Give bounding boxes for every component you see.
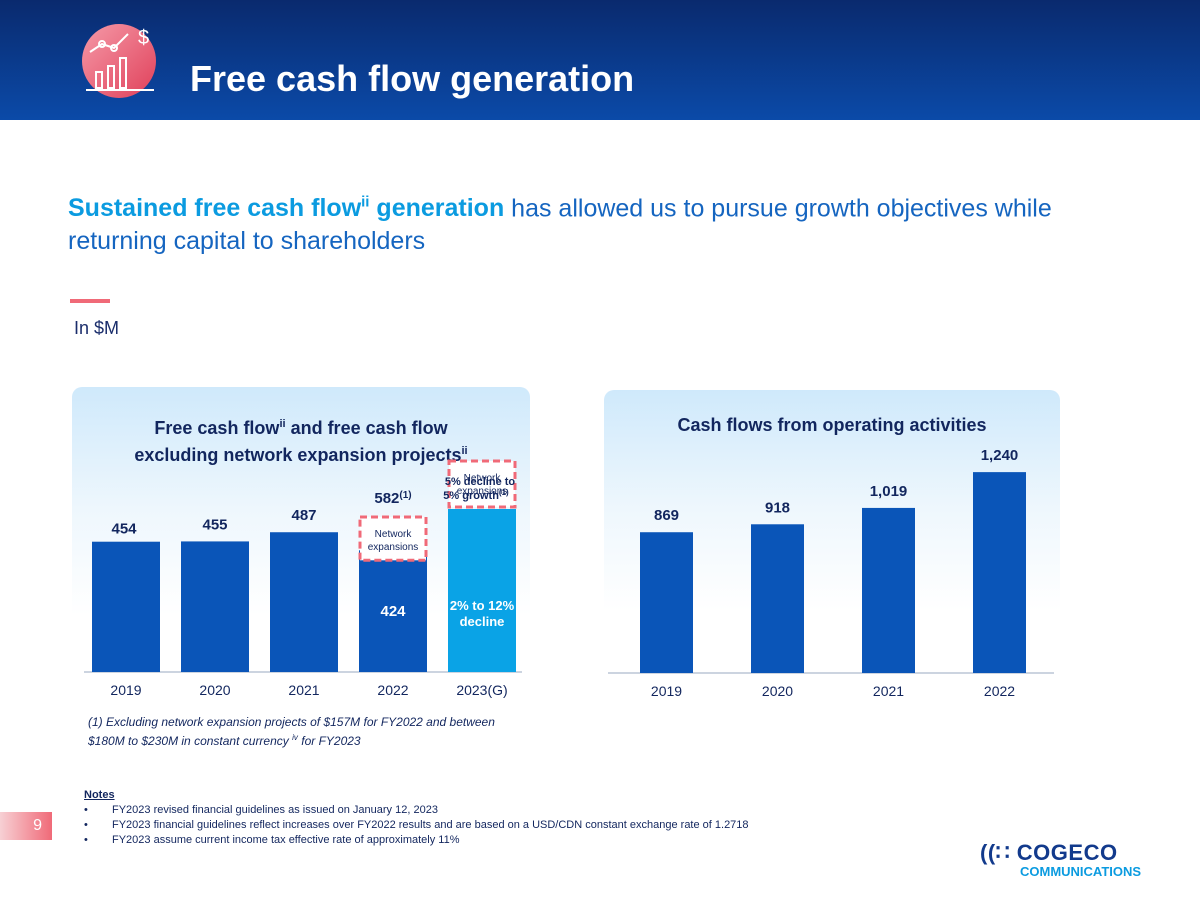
bar — [359, 550, 427, 672]
notes-title: Notes — [84, 789, 115, 801]
note-item: FY2023 financial guidelines reflect incr… — [84, 818, 749, 833]
note-item: FY2023 assume current income tax effecti… — [84, 833, 749, 848]
svg-text:$: $ — [138, 27, 149, 49]
brand-sub: COMMUNICATIONS — [1020, 864, 1142, 879]
x-tick-label: 2020 — [762, 683, 793, 699]
fcf-title-part2: and free cash flow — [285, 418, 448, 438]
box-label: Network — [375, 529, 413, 540]
x-tick-label: 2023(G) — [456, 682, 507, 698]
box-label: Network — [464, 473, 502, 484]
x-tick-label: 2019 — [651, 683, 682, 699]
x-tick-label: 2022 — [377, 682, 408, 698]
header-banner: $ Free cash flow generation — [0, 0, 1200, 120]
brand-name: ((∷ COGECO — [980, 840, 1141, 866]
footnote-sup: iv — [292, 733, 298, 742]
brand-mark-icon: ((∷ — [980, 840, 1011, 865]
data-label: 455 — [202, 516, 227, 533]
headline: Sustained free cash flowii generation ha… — [68, 186, 1148, 258]
bar — [973, 472, 1026, 673]
x-tick-label: 2021 — [873, 683, 904, 699]
headline-highlight-suffix: generation — [369, 194, 505, 223]
total-label: 582(1) — [374, 490, 411, 507]
data-label: 1,019 — [870, 483, 908, 500]
data-label: 2% to 12% — [450, 598, 515, 613]
data-label: decline — [460, 614, 505, 629]
box-label: expansions — [368, 542, 419, 553]
network-expansion-box — [447, 459, 517, 509]
guidance-label: 5% growth(1) — [443, 488, 509, 502]
data-label: 918 — [765, 499, 790, 516]
data-label: 1,240 — [981, 447, 1019, 464]
fcf-title-part1: Free cash flow — [154, 418, 280, 438]
bar — [92, 541, 160, 672]
headline-sup: ii — [361, 194, 370, 211]
bar — [640, 532, 693, 673]
ocf-chart-title: Cash flows from operating activities — [677, 415, 987, 435]
headline-highlight: Sustained free cash flowii generation — [68, 194, 504, 222]
data-label: 454 — [111, 521, 137, 538]
data-label: 487 — [291, 507, 316, 524]
bar — [181, 541, 249, 672]
headline-highlight-prefix: Sustained free cash flow — [68, 194, 362, 223]
unit-label: In $M — [74, 318, 120, 338]
cash-growth-icon: $ — [82, 24, 156, 98]
brand-name-text: COGECO — [1016, 840, 1118, 865]
fcf-title-part3: excluding network expansion projects — [134, 445, 462, 465]
bar — [862, 507, 915, 673]
bar — [751, 524, 804, 673]
cogeco-logo: ((∷ COGECO COMMUNICATIONS — [980, 840, 1141, 879]
x-tick-label: 2022 — [984, 683, 1015, 699]
guidance-bar — [448, 509, 516, 672]
chart-footnote: (1) Excluding network expansion projects… — [88, 715, 528, 749]
fcf-bar-chart: 2019 454 2020 455 2021 487 2022 424 Network expan… — [84, 459, 522, 698]
footnote-text: (1) Excluding network expansion projects… — [88, 715, 495, 748]
fcf-title-sup2: ii — [461, 445, 468, 457]
notes-section: Notes FY2023 revised financial guideline… — [84, 788, 749, 848]
network-expansion-box — [358, 515, 428, 562]
ocf-bar-chart: 869 2019 918 2020 1,019 2021 1,240 2022 — [608, 447, 1054, 699]
data-label: 424 — [380, 603, 406, 620]
fcf-title-sup1: ii — [279, 418, 286, 430]
fcf-chart-title: Free cash flowii and free cash flow excl… — [72, 413, 530, 467]
accent-divider — [70, 299, 110, 303]
x-tick-label: 2021 — [288, 682, 319, 698]
x-tick-label: 2020 — [199, 682, 230, 698]
data-label: 869 — [654, 507, 679, 524]
footnote-end: for FY2023 — [297, 734, 361, 748]
page-number: 9 — [0, 812, 52, 840]
guidance-label: 5% decline to — [445, 476, 516, 488]
x-tick-label: 2019 — [110, 682, 141, 698]
headline-rest: has allowed us to pursue growth objectiv… — [68, 194, 1052, 256]
bar — [270, 532, 338, 672]
note-item: FY2023 revised financial guidelines as i… — [84, 803, 749, 818]
page-title: Free cash flow generation — [190, 58, 635, 99]
box-label: expansions — [457, 486, 508, 497]
